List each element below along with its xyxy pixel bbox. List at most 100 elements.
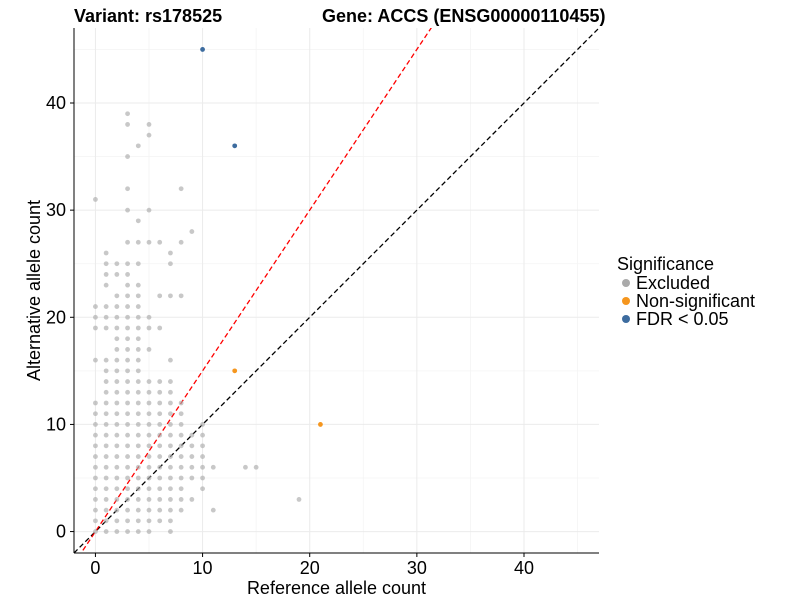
data-point [135,411,141,417]
data-point [232,368,238,374]
data-point [135,347,141,352]
data-point [114,379,120,384]
data-point [200,443,205,449]
data-point [114,422,120,427]
data-point [114,497,120,502]
data-point [93,443,98,449]
data-point [189,454,195,459]
data-point [125,389,130,395]
data-point [103,272,109,277]
legend-label: FDR < 0.05 [636,309,729,329]
reference-line [74,28,599,553]
data-point [103,282,109,288]
data-point [178,432,184,438]
data-point [178,464,184,470]
data-point [93,507,98,513]
data-point [178,422,184,427]
data-point [243,464,248,470]
data-point [114,411,120,417]
data-point [125,357,130,363]
data-point [168,400,173,406]
data-point [168,422,173,427]
data-point [125,207,130,213]
data-point [125,529,130,534]
data-point [135,261,141,267]
data-point [157,454,163,459]
data-point [103,529,109,534]
data-point [189,464,195,470]
data-point [146,507,152,513]
data-point [210,507,216,513]
data-point [135,422,141,427]
data-point [189,432,195,438]
data-point [114,272,120,277]
data-point [93,454,98,459]
data-point [168,379,173,384]
data-point [103,486,109,492]
data-point [232,143,238,149]
data-point [135,529,141,534]
data-point [103,507,109,513]
data-point [114,443,120,449]
data-point [178,239,184,245]
data-point [103,454,109,459]
data-point [157,389,163,395]
data-point [168,389,173,395]
data-point [135,293,141,299]
data-point [200,432,205,438]
data-point [146,389,152,395]
data-point [135,368,141,374]
data-point [93,529,98,534]
data-point [135,218,141,224]
legend-label: Excluded [636,273,710,293]
data-point [135,464,141,470]
data-point [200,454,205,459]
data-point [114,475,120,481]
data-point [135,518,141,524]
legend-label: Non-significant [636,291,755,311]
data-point [93,357,98,363]
data-point [114,518,120,524]
data-point [125,186,130,192]
data-point [200,47,205,52]
data-point [178,411,184,417]
data-point [125,261,130,267]
data-point [125,122,130,127]
data-point [125,400,130,406]
data-point [103,400,109,406]
data-point [93,197,98,202]
data-point [103,314,109,320]
data-point [146,518,152,524]
data-point [135,314,141,320]
data-point [103,304,109,309]
data-point [93,325,98,331]
data-point [93,422,98,427]
data-point [200,464,205,470]
data-point [146,207,152,213]
data-point [168,529,173,534]
data-point [146,443,152,449]
data-point [318,422,323,427]
data-point [114,529,120,534]
data-point [189,497,195,502]
data-point [178,293,184,299]
data-point [103,379,109,384]
data-point [157,432,163,438]
data-point [157,497,163,502]
data-point [114,304,120,309]
data-point [125,507,130,513]
data-point [125,347,130,352]
legend-key [622,297,630,305]
data-point [157,443,163,449]
data-point [125,379,130,384]
legend-key [622,279,630,287]
data-point [146,325,152,331]
x-tick-label: 10 [193,558,213,578]
data-point [168,357,173,363]
data-point [125,154,130,159]
data-point [114,432,120,438]
data-point [146,122,152,127]
data-point [103,411,109,417]
data-point [157,486,163,492]
